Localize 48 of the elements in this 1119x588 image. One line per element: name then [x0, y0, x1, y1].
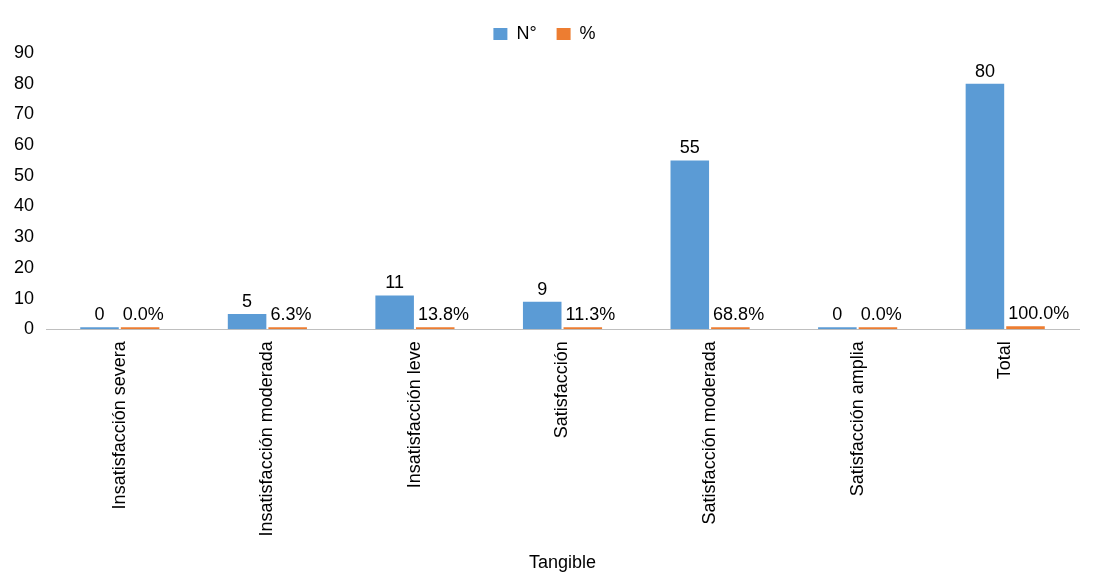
x-tick-label: Satisfacción [551, 341, 572, 439]
x-tick-label: Insatisfacción leve [403, 341, 424, 489]
bar [415, 327, 455, 330]
bar [375, 295, 414, 330]
data-label: 68.8% [713, 304, 765, 325]
y-tick-label: 90 [13, 41, 35, 62]
bar [80, 327, 119, 330]
x-tick-label: Insatisfacción severa [108, 340, 129, 510]
data-label: 11.3% [565, 304, 616, 325]
data-label: 0.0% [122, 304, 164, 325]
bar [563, 327, 603, 330]
y-tick-label: 60 [13, 134, 35, 155]
data-label: 6.3% [270, 304, 312, 325]
y-tick-label: 30 [13, 226, 35, 247]
bar [120, 327, 160, 330]
data-label: 13.8% [417, 304, 469, 325]
bar [1006, 326, 1045, 330]
bar [268, 327, 307, 330]
data-label: 55 [679, 137, 700, 158]
y-tick-label: 20 [13, 256, 35, 277]
data-label: 0 [832, 304, 843, 325]
x-tick-label: Satisfacción moderada [699, 340, 720, 525]
bar [522, 301, 562, 330]
bar [227, 313, 267, 330]
y-tick-label: 70 [13, 103, 35, 124]
legend-label: % [579, 22, 596, 43]
data-label: 11 [385, 272, 404, 293]
legend-label: N° [516, 22, 537, 43]
bar [858, 327, 898, 330]
bar [711, 327, 750, 330]
y-tick-label: 80 [13, 72, 35, 93]
data-label: 5 [242, 290, 253, 311]
y-tick-label: 40 [13, 195, 35, 216]
y-tick-label: 50 [13, 164, 35, 185]
x-tick-label: Satisfacción amplia [846, 340, 867, 497]
data-label: 9 [537, 278, 548, 299]
x-axis-title: Tangible [528, 552, 597, 573]
x-tick-label: Total [994, 341, 1015, 380]
x-tick-label: Insatisfacción moderada [256, 340, 277, 537]
data-label: 100.0% [1008, 303, 1070, 324]
bar [670, 160, 710, 330]
bar [965, 83, 1005, 330]
y-tick-label: 0 [24, 318, 35, 339]
bar [818, 327, 857, 330]
data-label: 0 [94, 304, 105, 325]
data-label: 0.0% [860, 304, 902, 325]
data-label: 80 [974, 60, 995, 81]
y-tick-label: 10 [13, 287, 35, 308]
